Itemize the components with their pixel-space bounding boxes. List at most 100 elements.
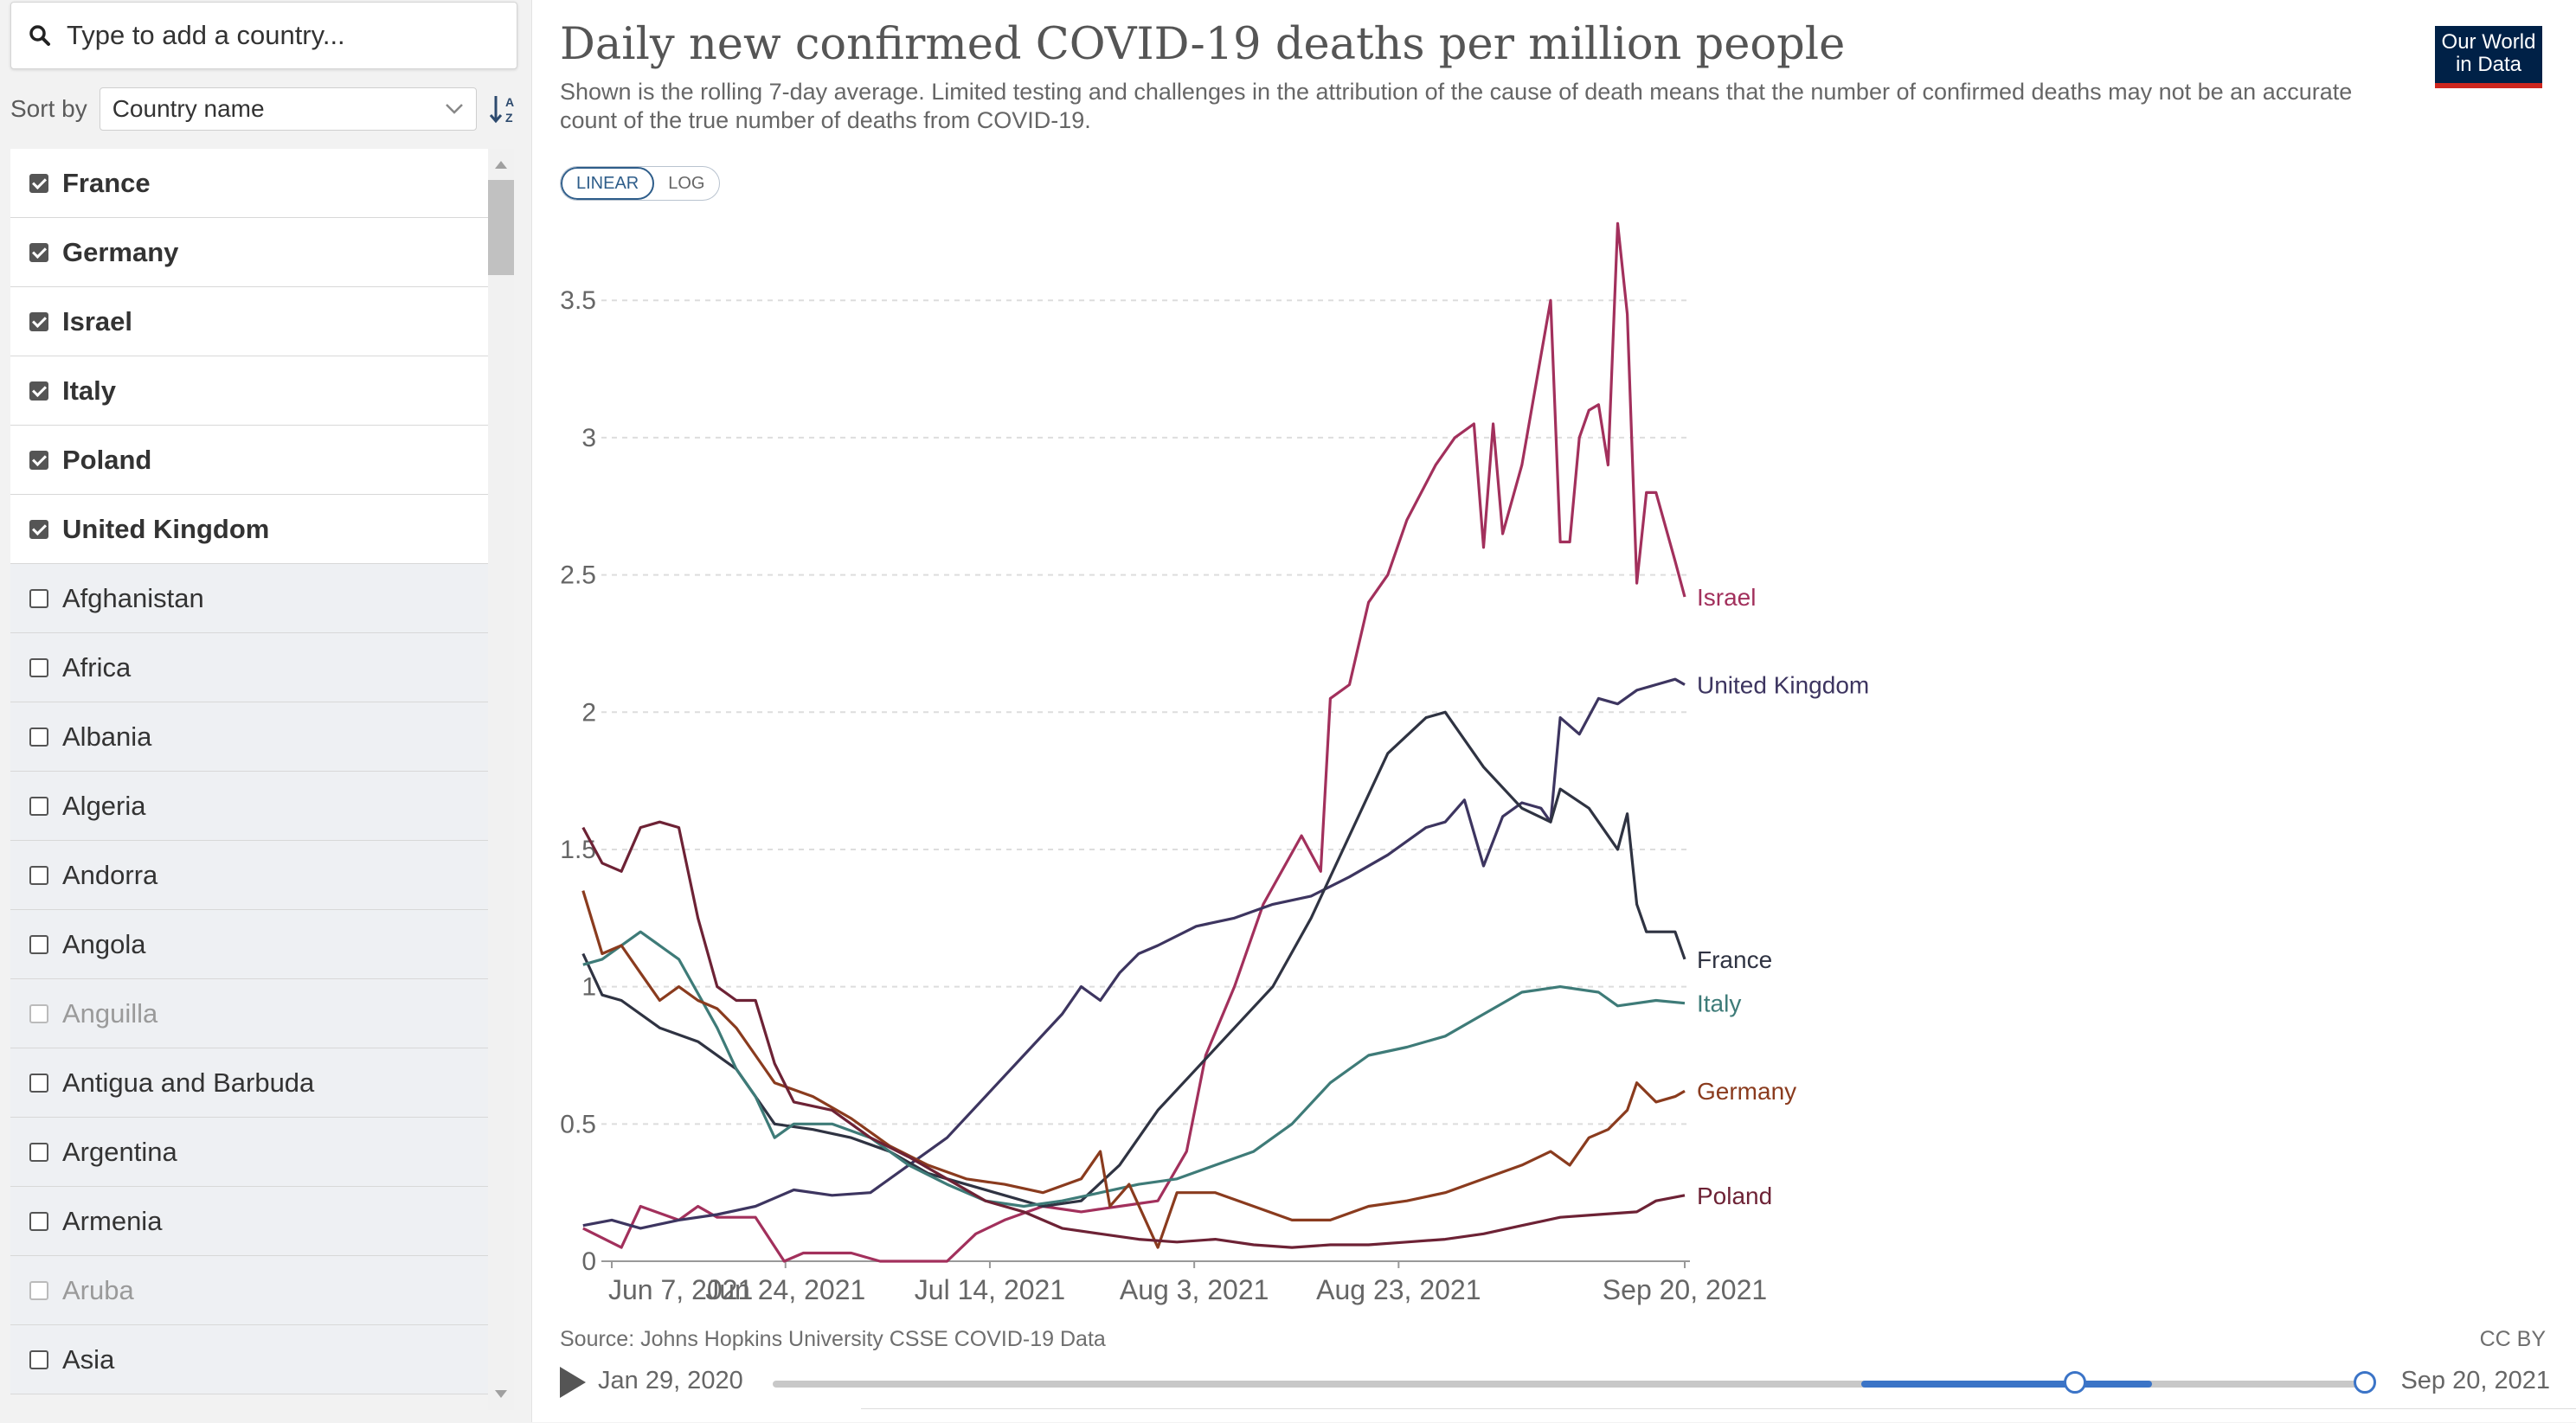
country-label: Algeria — [62, 790, 146, 821]
checkbox-checked[interactable] — [29, 381, 48, 401]
checkbox-checked[interactable] — [29, 311, 48, 331]
checkbox[interactable] — [29, 588, 48, 608]
timeline-start-handle[interactable] — [2064, 1371, 2087, 1394]
country-row: Anguilla — [10, 979, 488, 1048]
series-line-poland[interactable] — [581, 820, 1686, 1249]
checkbox[interactable] — [29, 934, 48, 954]
country-label: United Kingdom — [62, 513, 270, 544]
checkbox — [29, 1280, 48, 1300]
scale-toggle: LINEAR LOG — [560, 166, 720, 201]
search-icon — [29, 25, 50, 46]
timeline-selected-range[interactable] — [1861, 1381, 2152, 1388]
country-row[interactable]: France — [10, 149, 488, 218]
country-label: Germany — [62, 236, 179, 267]
y-tick-label: 2 — [581, 698, 596, 727]
country-label: Angola — [62, 928, 146, 959]
series-label[interactable]: Germany — [1697, 1078, 1796, 1105]
x-tick-label: Aug 23, 2021 — [1316, 1274, 1481, 1305]
country-row[interactable]: Africa — [10, 633, 488, 702]
play-icon[interactable] — [560, 1367, 586, 1398]
scroll-down-icon[interactable] — [495, 1390, 507, 1398]
scrollbar[interactable] — [488, 149, 514, 1410]
chevron-down-icon — [445, 104, 463, 114]
country-row[interactable]: Angola — [10, 910, 488, 979]
country-row[interactable]: Albania — [10, 702, 488, 772]
country-label: Anguilla — [62, 997, 158, 1029]
y-tick-label: 2.5 — [560, 561, 596, 590]
checkbox[interactable] — [29, 1211, 48, 1231]
checkbox-checked[interactable] — [29, 519, 48, 539]
country-list: France Germany Israel Italy Poland United Kin… — [10, 149, 488, 1410]
chart-subtitle: Shown is the rolling 7-day average. Limi… — [560, 79, 2353, 133]
series-label[interactable]: Poland — [1697, 1183, 1772, 1209]
y-tick-label: 3.5 — [560, 286, 596, 315]
series-label[interactable]: Italy — [1697, 990, 1741, 1017]
series-line-germany[interactable] — [581, 890, 1686, 1249]
timeline-end-date: Sep 20, 2021 — [2400, 1367, 2550, 1394]
x-tick-label: Sep 20, 2021 — [1603, 1274, 1767, 1305]
y-tick-label: 3 — [581, 424, 596, 452]
country-row[interactable]: Israel — [10, 287, 488, 356]
search-input[interactable] — [65, 19, 501, 52]
country-label: Andorra — [62, 859, 158, 890]
country-row[interactable]: United Kingdom — [10, 495, 488, 564]
svg-text:Z: Z — [505, 111, 513, 125]
series-label[interactable]: United Kingdom — [1697, 672, 1869, 699]
search-box[interactable] — [10, 2, 517, 69]
series-line-united-kingdom[interactable] — [582, 677, 1686, 1230]
owid-logo[interactable]: Our World in Data — [2435, 26, 2542, 88]
country-row[interactable]: Italy — [10, 356, 488, 426]
country-label: Poland — [62, 444, 152, 475]
country-row[interactable]: Argentina — [10, 1118, 488, 1187]
linear-scale-button[interactable]: LINEAR — [561, 167, 655, 200]
chart-panel: 0 0.5 1 1.5 2 2.5 3 3.5 Jun 7, 2021 Jun 24, 2021 J… — [531, 0, 2576, 1422]
country-row[interactable]: Afghanistan — [10, 564, 488, 633]
log-scale-button[interactable]: LOG — [668, 173, 705, 193]
checkbox[interactable] — [29, 1349, 48, 1369]
sort-select-value: Country name — [112, 95, 265, 122]
country-row[interactable]: Asia — [10, 1325, 488, 1394]
svg-text:A: A — [505, 95, 514, 109]
checkbox[interactable] — [29, 796, 48, 816]
series-line-israel[interactable] — [582, 221, 1686, 1263]
sort-label: Sort by — [10, 95, 87, 122]
sort-order-icon[interactable]: A Z — [489, 93, 518, 125]
timeline-end-handle[interactable] — [2354, 1371, 2376, 1394]
series-line-france[interactable] — [581, 710, 1686, 1208]
series-line-italy[interactable] — [582, 930, 1686, 1208]
checkbox[interactable] — [29, 1142, 48, 1162]
license-text[interactable]: CC BY — [2479, 1327, 2546, 1351]
checkbox-checked[interactable] — [29, 173, 48, 193]
country-row[interactable]: Armenia — [10, 1187, 488, 1256]
country-label: Afghanistan — [62, 582, 204, 613]
x-tick-label: Aug 3, 2021 — [1120, 1274, 1269, 1305]
country-row[interactable]: Algeria — [10, 772, 488, 841]
scroll-up-icon[interactable] — [495, 161, 507, 169]
country-row[interactable]: Poland — [10, 426, 488, 495]
country-row[interactable]: Andorra — [10, 841, 488, 910]
series-label[interactable]: Israel — [1697, 584, 1756, 611]
checkbox[interactable] — [29, 657, 48, 677]
sort-select[interactable]: Country name — [99, 87, 477, 131]
country-label: Asia — [62, 1343, 115, 1375]
checkbox[interactable] — [29, 865, 48, 885]
country-label: Antigua and Barbuda — [62, 1067, 315, 1098]
country-label: Armenia — [62, 1205, 163, 1236]
checkbox — [29, 1003, 48, 1023]
timeline-track[interactable] — [773, 1381, 2365, 1388]
country-label: France — [62, 167, 151, 198]
checkbox-checked[interactable] — [29, 242, 48, 262]
checkbox[interactable] — [29, 727, 48, 747]
scrollbar-thumb[interactable] — [488, 180, 514, 275]
logo-line-2: in Data — [2455, 53, 2522, 76]
checkbox-checked[interactable] — [29, 450, 48, 470]
source-text[interactable]: Source: Johns Hopkins University CSSE CO… — [560, 1327, 1106, 1351]
timeline: Jan 29, 2020 Sep 20, 2021 — [560, 1363, 2550, 1401]
bottom-tab-bar — [861, 1408, 2576, 1423]
y-tick-label: 1 — [581, 973, 596, 1002]
checkbox[interactable] — [29, 1073, 48, 1093]
country-row[interactable]: Germany — [10, 218, 488, 287]
country-row: Aruba — [10, 1256, 488, 1325]
series-label[interactable]: France — [1697, 946, 1772, 973]
country-row[interactable]: Antigua and Barbuda — [10, 1048, 488, 1118]
